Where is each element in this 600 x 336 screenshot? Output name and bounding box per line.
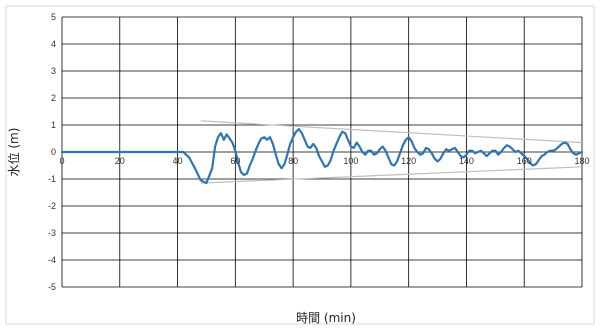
x-tick-labels: 0 20 40 60 80 100 120 140 160 180 xyxy=(59,156,589,166)
chart-frame xyxy=(5,5,595,325)
x-tick-label: 60 xyxy=(230,156,240,166)
x-tick-label: 40 xyxy=(173,156,183,166)
x-tick-label: 180 xyxy=(574,156,589,166)
y-tick-label: -5 xyxy=(48,282,56,292)
x-tick-label: 100 xyxy=(343,156,358,166)
y-tick-label: -4 xyxy=(48,255,56,265)
y-tick-label: 1 xyxy=(51,120,56,130)
x-tick-label: 80 xyxy=(288,156,298,166)
x-axis-title: 時間 (min) xyxy=(296,311,356,325)
lower-envelope-line xyxy=(200,166,583,184)
y-tick-label: -3 xyxy=(48,228,56,238)
envelope-lines xyxy=(200,120,583,184)
y-tick-label: 5 xyxy=(51,12,56,22)
y-axis-title: 水位 (m) xyxy=(6,128,21,177)
y-tick-label: 2 xyxy=(51,93,56,103)
y-tick-labels: 5 4 3 2 1 0 -1 -2 -3 -4 -5 xyxy=(48,12,56,292)
grid-lines xyxy=(61,16,583,288)
y-tick-label: 3 xyxy=(51,66,56,76)
series-layer xyxy=(60,128,584,185)
y-tick-label: -1 xyxy=(48,174,56,184)
y-tick-label: -2 xyxy=(48,201,56,211)
x-tick-label: 120 xyxy=(401,156,416,166)
x-tick-label: 160 xyxy=(517,156,532,166)
upper-envelope-line xyxy=(200,120,583,144)
water-level-series-line xyxy=(60,128,584,185)
x-tick-label: 20 xyxy=(115,156,125,166)
x-tick-label: 0 xyxy=(59,156,64,166)
y-tick-label: 4 xyxy=(51,39,56,49)
y-tick-label: 0 xyxy=(51,147,56,157)
x-tick-label: 140 xyxy=(459,156,474,166)
